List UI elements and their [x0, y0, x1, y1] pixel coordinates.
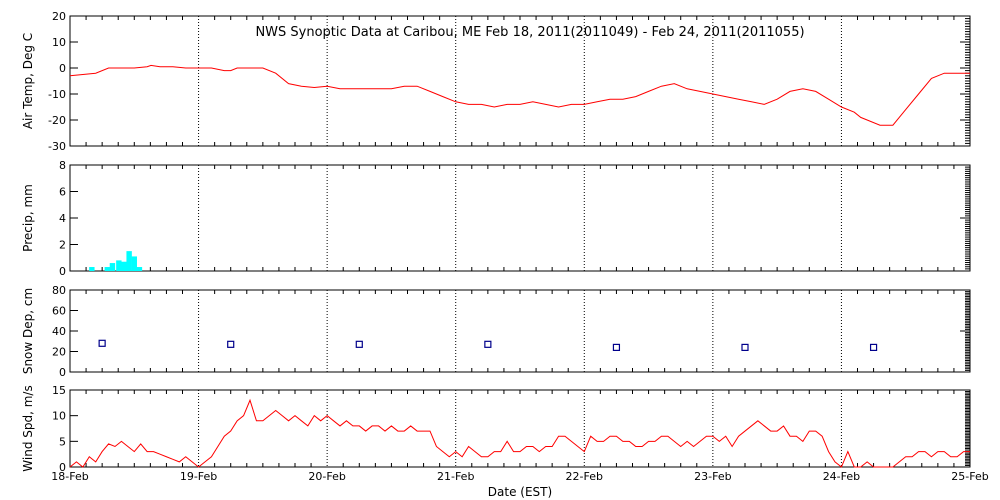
y-tick-label: 0 [59, 366, 66, 379]
y-tick-label: 60 [52, 305, 66, 318]
panel-precip: 0 2 4 6 8 Precip, mm [21, 159, 971, 278]
x-tick-label: 22-Feb [566, 470, 603, 483]
y-tick-label: 80 [52, 284, 66, 297]
x-axis-label: Date (EST) [488, 485, 552, 499]
x-tick-label: 18-Feb [51, 470, 88, 483]
x-tick-label: 23-Feb [694, 470, 731, 483]
precip-bar [89, 267, 95, 271]
y-tick-label: -30 [48, 140, 66, 153]
y-tick-label: 20 [52, 346, 66, 359]
snow-depth-point [484, 340, 492, 348]
y-tick-label: 10 [52, 36, 66, 49]
y-tick-label: 40 [52, 325, 66, 338]
precip-bar [109, 263, 116, 271]
chart-title: NWS Synoptic Data at Caribou, ME Feb 18,… [255, 25, 804, 40]
y-axis-label: Air Temp, Deg C [21, 33, 35, 129]
precip-bar [104, 267, 110, 271]
snow-depth-point [227, 340, 235, 348]
y-tick-label: 5 [59, 435, 66, 448]
snow-depth-point [98, 339, 106, 347]
y-tick-label: 2 [59, 239, 66, 252]
x-tick-label: 24-Feb [823, 470, 860, 483]
y-axis-label: Snow Dep, cm [21, 288, 35, 374]
precip-bar [136, 267, 143, 271]
x-tick-label: 21-Feb [437, 470, 474, 483]
temp-series-line [69, 64, 970, 126]
y-tick-label: 6 [59, 186, 66, 199]
y-tick-label: 10 [52, 410, 66, 423]
wind-series-line [69, 398, 970, 468]
snow-depth-point [612, 343, 621, 351]
panel-wind: 0 5 10 15 Wind Spd, m/s 18-Feb 19-Feb 20-Feb 21-… [21, 384, 989, 483]
precip-bar [121, 261, 127, 271]
y-tick-label: 0 [59, 461, 66, 474]
y-tick-label: 8 [59, 159, 66, 172]
y-tick-label: 20 [52, 10, 66, 23]
y-tick-label: 0 [59, 265, 66, 278]
y-tick-label: -10 [48, 88, 66, 101]
snow-depth-point [869, 343, 878, 351]
precip-bar [116, 260, 122, 271]
precip-bar [131, 256, 137, 271]
y-tick-label: -20 [48, 114, 66, 127]
panel-frame [69, 389, 971, 468]
panel-frame [69, 164, 971, 272]
x-tick-label: 25-Feb [951, 470, 988, 483]
snow-depth-point [741, 343, 749, 351]
y-tick-label: 15 [52, 384, 66, 397]
panel-frame [69, 289, 971, 373]
y-axis-label: Wind Spd, m/s [21, 385, 35, 471]
y-tick-label: 0 [59, 62, 66, 75]
panel-temp: -30 -20 -10 0 10 20 Air Temp, Deg C [21, 10, 971, 153]
x-tick-label: 19-Feb [180, 470, 217, 483]
y-axis-label: Precip, mm [21, 184, 35, 252]
y-tick-label: 4 [59, 212, 66, 225]
precip-bar [126, 251, 132, 271]
x-tick-label: 20-Feb [308, 470, 345, 483]
panel-snow: 0 20 40 60 80 Snow Dep, cm [21, 284, 971, 379]
snow-depth-point [355, 340, 363, 348]
